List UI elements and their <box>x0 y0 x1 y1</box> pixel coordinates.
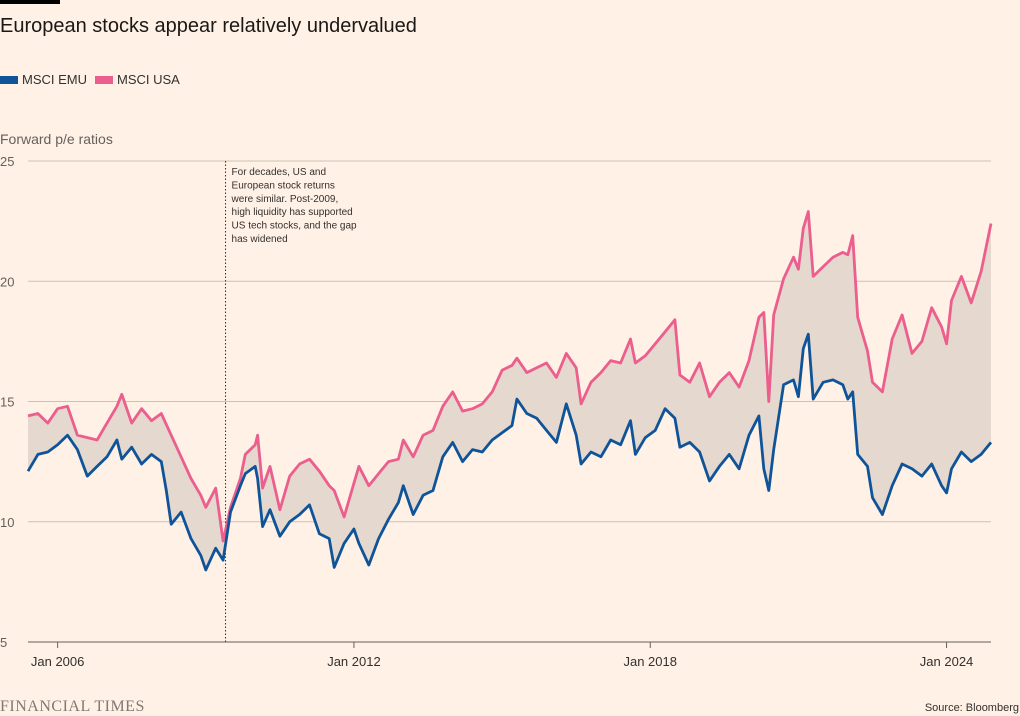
legend-item-usa: MSCI USA <box>95 72 180 87</box>
x-tick-label: Jan 2006 <box>31 654 85 669</box>
y-tick-label: 10 <box>0 515 14 530</box>
y-tick-label: 20 <box>0 274 14 289</box>
legend-label-usa: MSCI USA <box>117 72 180 87</box>
annotation-text: has widened <box>232 234 288 245</box>
annotation-text: were similar. Post-2009, <box>231 194 339 205</box>
ft-brand-logo: FINANCIAL TIMES <box>0 698 145 715</box>
ft-top-bar <box>0 0 60 4</box>
source-note: Source: Bloomberg <box>924 702 1019 714</box>
y-tick-label: 15 <box>0 395 14 410</box>
annotation-text: European stock returns <box>232 180 335 191</box>
series-line-emu <box>26 332 993 572</box>
y-tick-label: 25 <box>0 154 14 169</box>
annotation-text: US tech stocks, and the gap <box>232 221 358 232</box>
annotation-text: high liquidity has supported <box>232 207 353 218</box>
chart-subtitle: Forward p/e ratios <box>0 131 113 147</box>
legend-swatch-usa <box>95 75 113 84</box>
legend: MSCI EMU MSCI USA <box>0 72 180 87</box>
legend-label-emu: MSCI EMU <box>22 72 87 87</box>
y-tick-label: 5 <box>0 635 7 650</box>
gap-area <box>28 211 991 570</box>
legend-item-emu: MSCI EMU <box>0 72 87 87</box>
series-line-usa <box>27 210 993 543</box>
x-tick-label: Jan 2024 <box>920 654 974 669</box>
x-tick-label: Jan 2018 <box>623 654 677 669</box>
annotation-text: For decades, US and <box>232 167 326 178</box>
x-tick-label: Jan 2012 <box>327 654 381 669</box>
chart-title: European stocks appear relatively underv… <box>0 15 417 37</box>
legend-swatch-emu <box>0 75 18 84</box>
